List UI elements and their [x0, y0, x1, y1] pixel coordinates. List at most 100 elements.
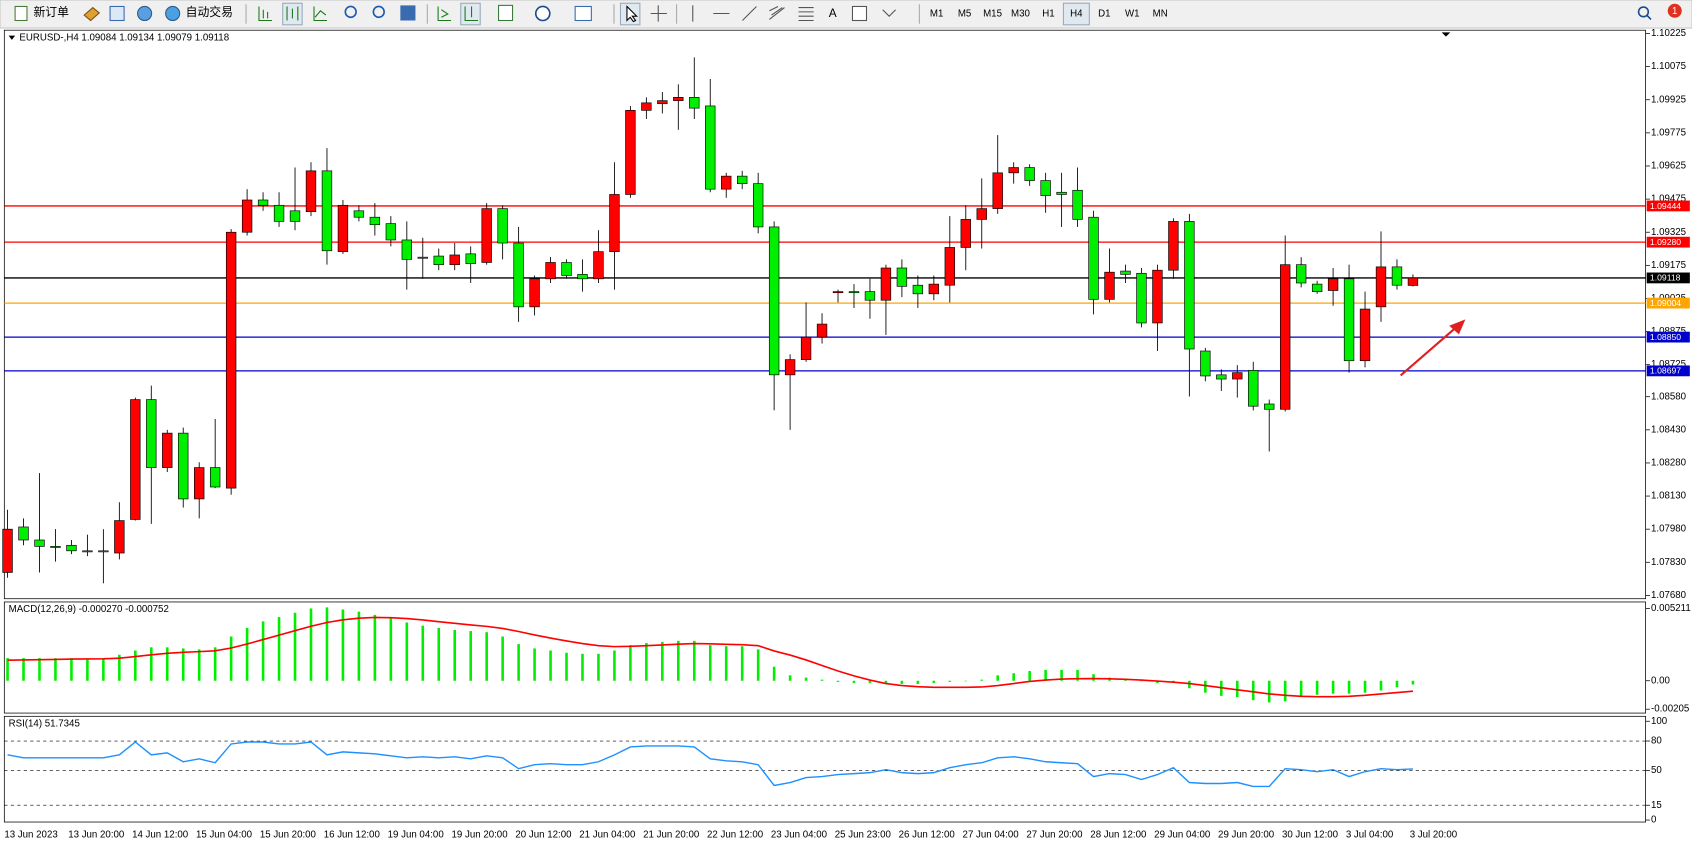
y-tick-label: 50 [1651, 765, 1662, 776]
macd-bar [836, 680, 840, 682]
macd-bar [102, 658, 105, 681]
price-label: 1.08697 [1650, 366, 1681, 376]
candle-body [529, 278, 540, 308]
icon[interactable] [437, 6, 452, 22]
candle-body [2, 528, 13, 573]
timeframe-button[interactable]: H1 [1042, 9, 1054, 20]
arrows-tool[interactable] [882, 9, 897, 17]
macd-bar [453, 629, 457, 681]
zoom-out[interactable] [372, 5, 385, 19]
auto-trading-icon[interactable] [165, 5, 181, 22]
macd-bar [948, 680, 952, 682]
macd-bar [165, 647, 169, 681]
icon[interactable] [286, 6, 299, 21]
y-tick-label: 100 [1651, 716, 1668, 727]
timeframe-button[interactable]: W1 [1125, 9, 1140, 20]
icon[interactable] [258, 6, 272, 22]
x-tick-label: 20 Jun 12:00 [515, 830, 572, 841]
x-tick-label: 21 Jun 04:00 [579, 830, 636, 841]
candle-body [98, 550, 109, 553]
rsi-line [7, 741, 1413, 788]
x-tick-label: 13 Jun 2023 [4, 830, 57, 841]
icon[interactable] [464, 6, 479, 22]
timeframe-button[interactable]: MN [1153, 9, 1168, 20]
y-tick-label: 1.08130 [1651, 491, 1687, 502]
menu-triangle[interactable] [8, 35, 16, 40]
macd-bar [613, 650, 616, 681]
timeframe-button[interactable]: H4 [1070, 9, 1083, 20]
candle-body [1040, 180, 1051, 196]
timeframe-button[interactable]: D1 [1098, 9, 1110, 20]
candle-body [976, 208, 987, 220]
x-tick-label: 27 Jun 04:00 [963, 830, 1020, 841]
text-tool[interactable]: A [829, 6, 837, 20]
candle-body [305, 170, 317, 213]
candle-body [1088, 216, 1099, 300]
macd-bar [309, 608, 313, 681]
timeframe-active[interactable] [1062, 2, 1090, 26]
macd-bar [804, 677, 808, 681]
price-label: 1.09118 [1650, 273, 1681, 283]
candle-body [721, 175, 732, 190]
macd-bar [724, 646, 728, 681]
macd-bar [692, 640, 696, 681]
macd-bar [1060, 669, 1063, 681]
icon[interactable] [313, 6, 327, 22]
icon[interactable] [109, 5, 125, 22]
y-tick-label: -0.00205 [1651, 704, 1689, 715]
timeframe-button[interactable]: M30 [1011, 9, 1030, 20]
y-tick-label: 1.07830 [1651, 557, 1687, 568]
icon[interactable] [137, 5, 153, 22]
macd-bar [501, 636, 504, 681]
y-tick-label: 1.09475 [1651, 194, 1686, 205]
candle-body [497, 208, 508, 244]
macd-bar [1363, 680, 1367, 693]
y-tick-label: 1.08580 [1651, 391, 1687, 402]
new-order-button[interactable]: 新订单 [33, 5, 69, 19]
zoom-in[interactable] [344, 5, 357, 19]
candle-body [1200, 350, 1211, 377]
timeframe-button[interactable]: M5 [958, 9, 971, 20]
search [1646, 14, 1652, 20]
price-label-bg [1646, 365, 1690, 377]
fibo-tool[interactable] [798, 7, 814, 22]
macd-bar [852, 680, 856, 683]
macd-bar [197, 649, 201, 681]
candle-body [289, 210, 301, 222]
macd-bar [149, 647, 153, 681]
icon-pressed[interactable] [460, 2, 481, 26]
macd-bar [1379, 680, 1383, 691]
macd-bar [1044, 669, 1047, 681]
macd-bar [788, 675, 792, 681]
candle-body [928, 283, 940, 295]
candle-body [162, 432, 173, 468]
crosshair[interactable] [650, 5, 667, 22]
search[interactable] [1637, 6, 1650, 18]
candle-body [545, 262, 556, 280]
x-tick-label: 15 Jun 04:00 [196, 830, 253, 841]
new-order-icon[interactable] [14, 5, 28, 22]
cursor[interactable] [626, 5, 638, 23]
label-tool[interactable] [851, 5, 868, 22]
price-label: 1.09444 [1650, 201, 1681, 211]
annotation-arrowhead [1449, 319, 1466, 335]
periods[interactable] [534, 5, 551, 22]
candle-body [146, 399, 157, 468]
icon[interactable] [83, 6, 101, 22]
macd-bar [389, 618, 393, 681]
auto-trading-button[interactable]: 自动交易 [186, 5, 233, 19]
macd-bar [932, 680, 936, 683]
tile[interactable] [400, 5, 416, 21]
macd-bar [421, 625, 425, 681]
macd-panel [3, 601, 1646, 714]
notification-badge[interactable] [1667, 3, 1682, 18]
candle-body [481, 208, 492, 263]
templates[interactable] [574, 5, 592, 22]
trendline-tool[interactable] [742, 6, 757, 21]
channel-tool[interactable] [769, 5, 785, 20]
indicators[interactable] [497, 4, 514, 22]
timeframe-button[interactable]: M15 [983, 9, 1002, 20]
timeframe-button[interactable]: M1 [930, 9, 943, 20]
macd-bar [22, 658, 25, 681]
